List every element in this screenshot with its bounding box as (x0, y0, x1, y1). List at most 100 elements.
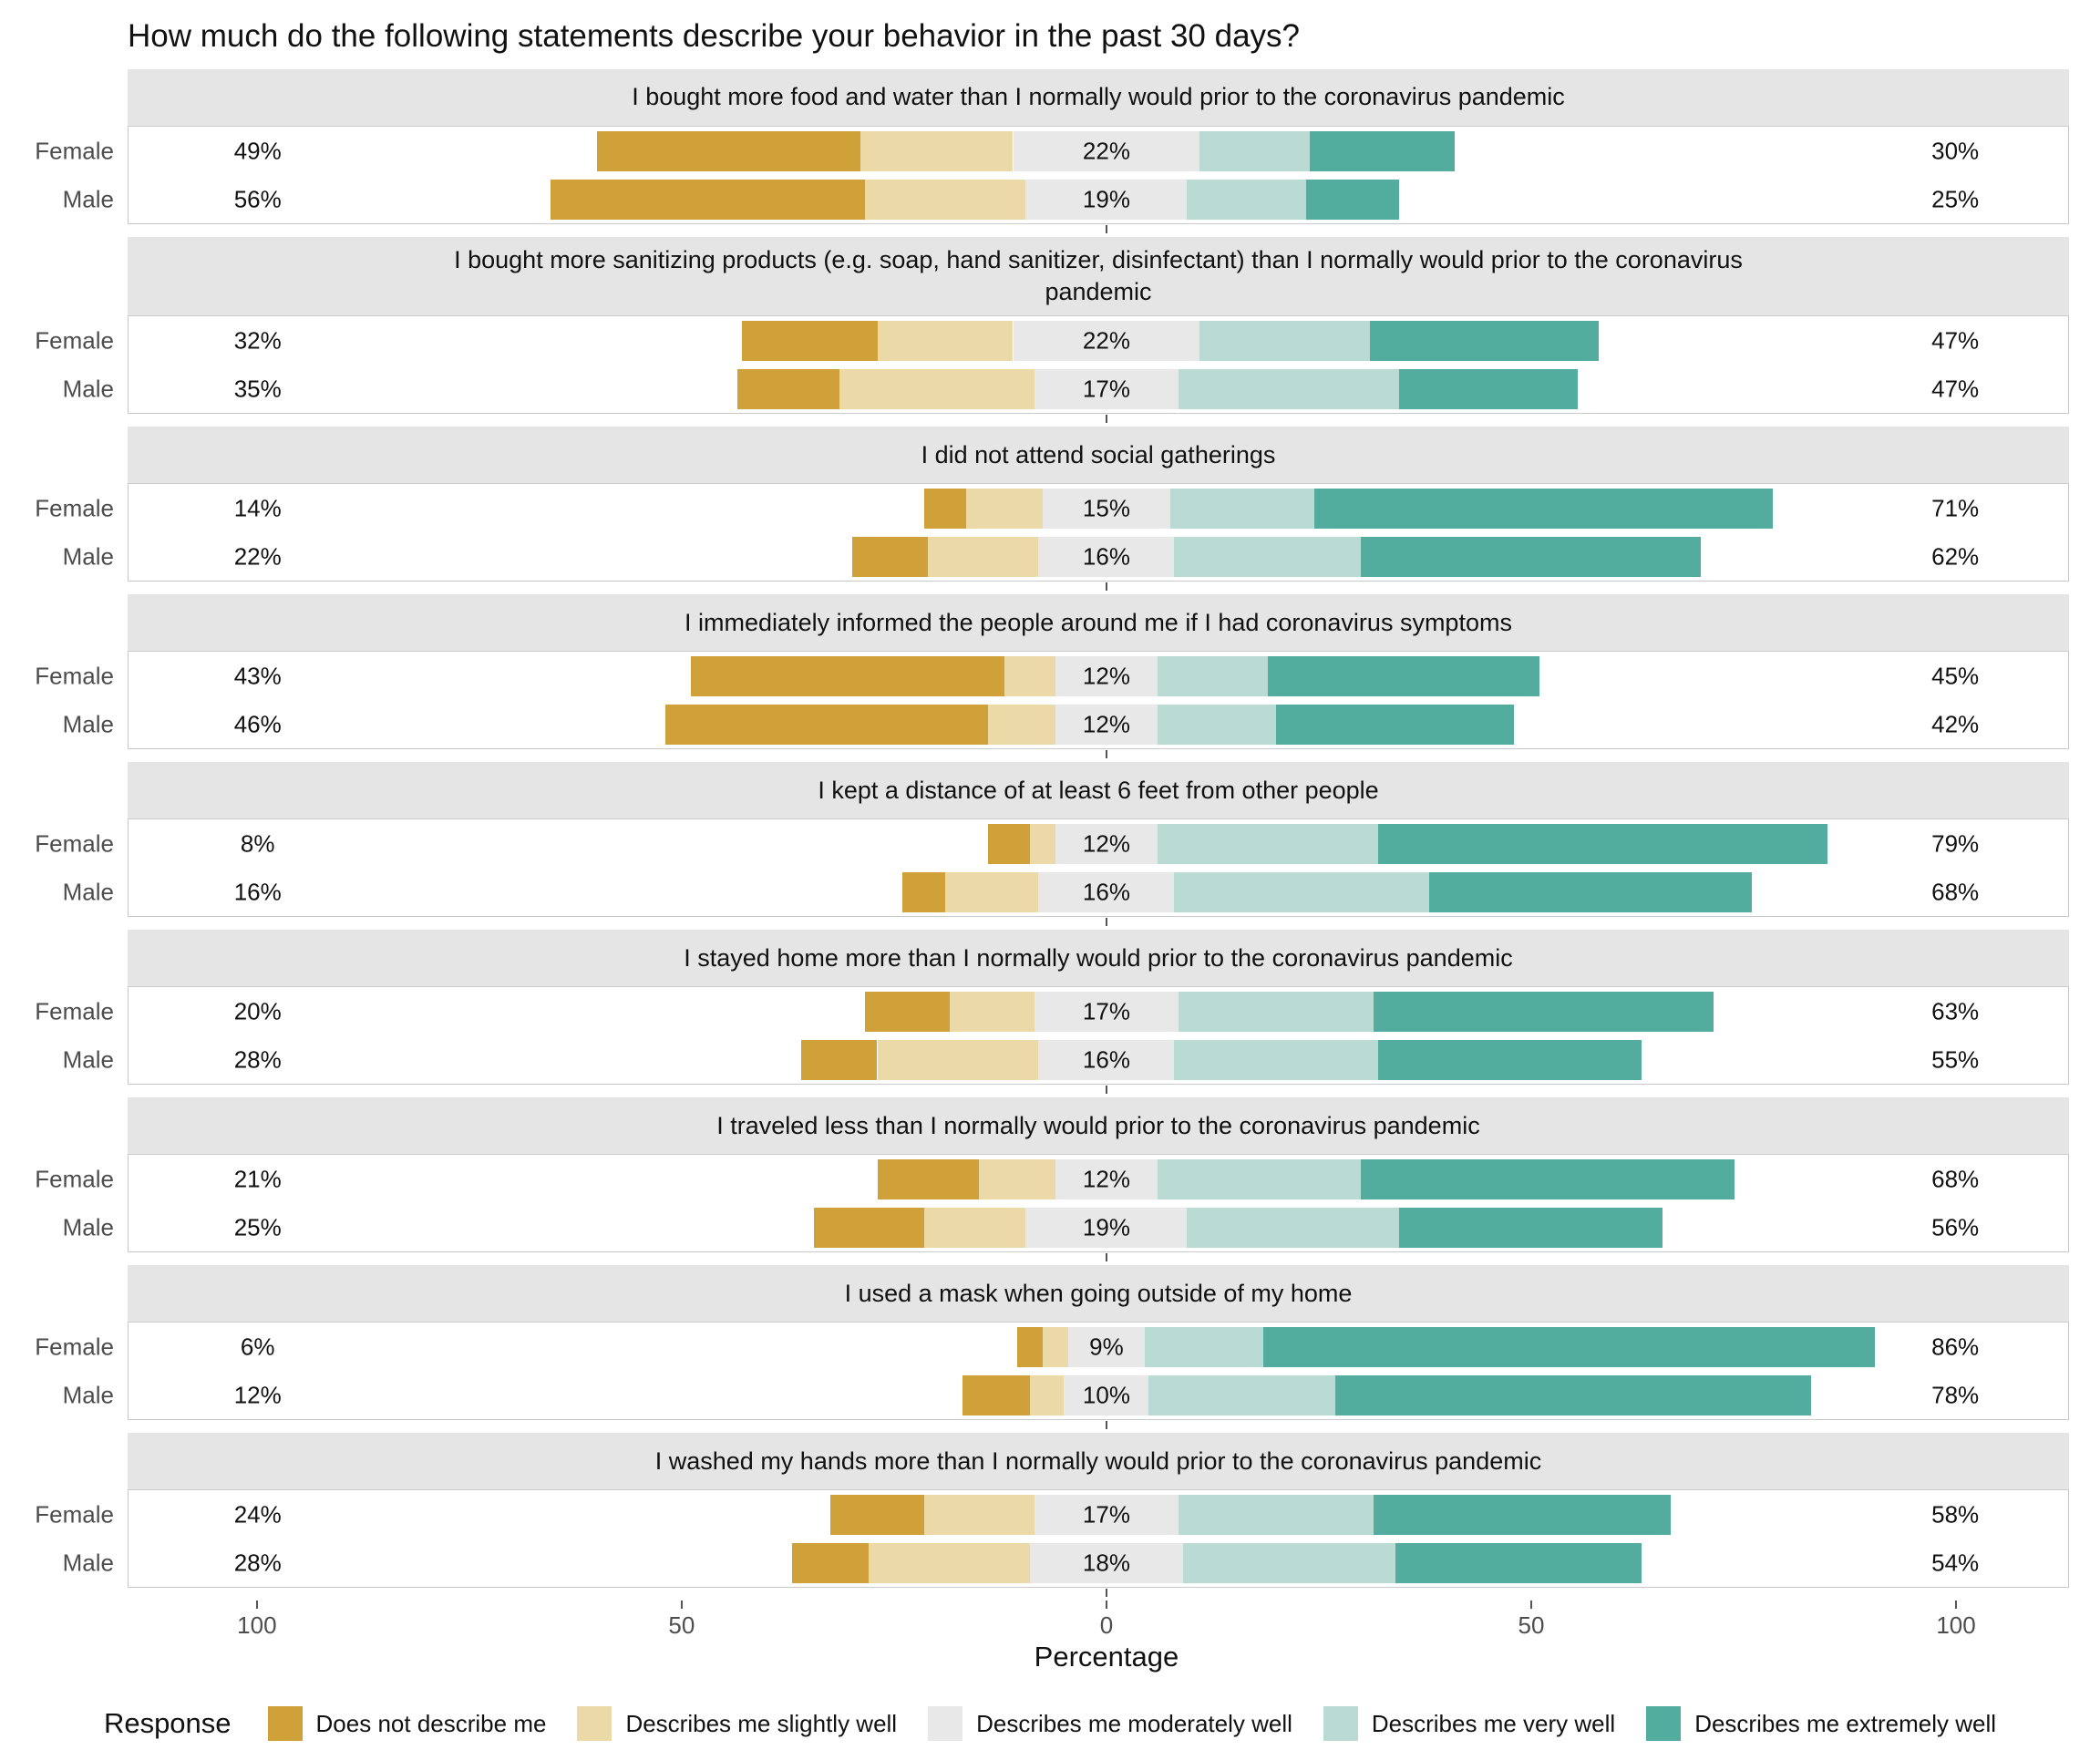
panel-plot: Female 24% 17% 58% Male 28% 18% 54% (35, 1489, 2069, 1598)
right-percent-label: 68% (1931, 878, 1980, 906)
bar-segment-describes-me-very-well (1179, 1494, 1374, 1535)
axis-tick-label: 0 (1099, 1611, 1114, 1640)
bar-segment-describes-me-extremely-well (1335, 1374, 1811, 1415)
bar-segment-describes-me-moderately-well (1038, 871, 1175, 912)
bar-segment-describes-me-moderately-well (1055, 823, 1158, 864)
chart-title: How much do the following statements des… (128, 18, 1300, 54)
axis-tick-mark (1529, 1601, 1532, 1610)
bar-segment-describes-me-very-well (1157, 655, 1268, 696)
panel-strip: I used a mask when going outside of my h… (128, 1265, 2069, 1323)
legend-item-2: Describes me slightly well (577, 1706, 897, 1742)
panel-strip: I traveled less than I normally would pr… (128, 1097, 2069, 1155)
mid-percent-label: 12% (1082, 829, 1130, 858)
row-label-male: Male (62, 710, 114, 738)
left-percent-label: 49% (233, 137, 282, 164)
mid-percent-label: 9% (1089, 1333, 1124, 1361)
right-percent-label: 56% (1931, 1213, 1980, 1241)
legend-swatch-icon (267, 1706, 303, 1742)
bar-segment-describes-me-slightly-well (860, 130, 1014, 171)
legend-item-1: Does not describe me (267, 1706, 546, 1742)
row-label-female: Female (35, 829, 114, 858)
mid-percent-label: 12% (1082, 710, 1130, 738)
row-label-female: Female (35, 1500, 114, 1529)
bar-row-female: Female 8% 12% 79% (35, 819, 2068, 868)
bar-segment-describes-me-moderately-well (1030, 1542, 1183, 1583)
bar-row-female: Female 49% 22% 30% (35, 127, 2068, 175)
right-percent-label: 79% (1931, 829, 1980, 858)
bar-segment-describes-me-moderately-well (1034, 1494, 1179, 1535)
bar-segment-describes-me-slightly-well (877, 1039, 1039, 1080)
row-label-male: Male (62, 1045, 114, 1074)
bar-segment-describes-me-extremely-well (1395, 1542, 1642, 1583)
zero-tick-mark (1105, 1253, 1107, 1262)
mid-percent-label: 19% (1082, 1213, 1130, 1241)
statement-panel-6: I stayed home more than I normally would… (35, 930, 2069, 1095)
bar-segment-describes-me-extremely-well (1361, 536, 1701, 577)
bar-row-female: Female 43% 12% 45% (35, 652, 2068, 700)
bar-segment-does-not-describe-me (1017, 1326, 1044, 1367)
bar-segment-does-not-describe-me (962, 1374, 1031, 1415)
bar-segment-describes-me-slightly-well (869, 1542, 1031, 1583)
x-axis-label: Percentage (1034, 1641, 1179, 1673)
bar-segment-describes-me-slightly-well (928, 536, 1039, 577)
bar-segment-does-not-describe-me (851, 536, 929, 577)
bar-segment-describes-me-slightly-well (877, 320, 1014, 361)
panels-container: I bought more food and water than I norm… (0, 69, 2100, 1598)
axis-tick-mark (255, 1601, 258, 1610)
panel-statement: I bought more food and water than I norm… (632, 83, 1565, 111)
bar-segment-describes-me-extremely-well (1377, 823, 1828, 864)
bar-segment-describes-me-moderately-well (1013, 130, 1200, 171)
legend-swatch-icon (1646, 1706, 1682, 1742)
bar-segment-describes-me-extremely-well (1374, 1494, 1672, 1535)
right-percent-label: 55% (1931, 1045, 1980, 1074)
bar-row-male: Male 25% 19% 56% (63, 1203, 2068, 1251)
bar-row-male: Male 12% 10% 78% (63, 1371, 2068, 1419)
bar-segment-describes-me-very-well (1187, 1207, 1400, 1248)
bar-segment-does-not-describe-me (987, 823, 1031, 864)
panel-plot: Female 21% 12% 68% Male 25% 19% 56% (35, 1154, 2069, 1262)
bar-row-male: Male 28% 16% 55% (63, 1035, 2068, 1084)
panel-plot: Female 20% 17% 63% Male 28% 16% 55% (35, 986, 2069, 1095)
left-percent-label: 21% (233, 1165, 282, 1193)
panel-statement: I did not attend social gatherings (921, 440, 1276, 468)
bar-segment-describes-me-very-well (1187, 179, 1306, 220)
left-percent-label: 25% (233, 1213, 282, 1241)
bar-segment-describes-me-very-well (1182, 1542, 1395, 1583)
panel-strip: I immediately informed the people around… (128, 594, 2069, 652)
legend-item-4: Describes me very well (1323, 1706, 1615, 1742)
statement-panel-2: I bought more sanitizing products (e.g. … (35, 237, 2069, 424)
left-percent-label: 46% (233, 710, 282, 738)
mid-percent-label: 19% (1082, 185, 1130, 212)
axis-tick-label: 50 (1518, 1611, 1545, 1640)
left-percent-label: 28% (233, 1549, 282, 1577)
mid-percent-label: 16% (1082, 1045, 1130, 1074)
statement-panel-7: I traveled less than I normally would pr… (35, 1097, 2069, 1262)
panel-plot: Female 49% 22% 30% Male 56% 19% 25% (35, 126, 2069, 233)
bar-segment-does-not-describe-me (800, 1039, 878, 1080)
bar-segment-describes-me-very-well (1144, 1326, 1264, 1367)
bar-segment-describes-me-moderately-well (1025, 1207, 1188, 1248)
left-percent-label: 24% (233, 1500, 282, 1529)
bar-row-female: Female 20% 17% 63% (35, 987, 2068, 1035)
bar-segment-describes-me-moderately-well (1055, 1158, 1158, 1199)
mid-percent-label: 12% (1082, 662, 1130, 690)
zero-tick-mark (1105, 918, 1107, 927)
bar-segment-describes-me-very-well (1199, 320, 1370, 361)
bar-segment-describes-me-moderately-well (1064, 1374, 1149, 1415)
bar-row-female: Female 14% 15% 71% (35, 484, 2068, 532)
panel-statement: I used a mask when going outside of my h… (844, 1279, 1353, 1307)
bar-row-female: Female 6% 9% 86% (35, 1323, 2068, 1371)
right-percent-label: 47% (1931, 375, 1980, 403)
bar-segment-describes-me-slightly-well (923, 1207, 1026, 1248)
zero-tick-mark (1105, 750, 1107, 759)
row-label-female: Female (35, 1333, 114, 1361)
mid-percent-label: 16% (1082, 542, 1130, 571)
row-label-male: Male (62, 375, 114, 403)
panel-strip: I did not attend social gatherings (128, 427, 2069, 484)
bar-segment-describes-me-extremely-well (1361, 1158, 1735, 1199)
bar-segment-does-not-describe-me (902, 871, 945, 912)
axis-tick-label: 50 (668, 1611, 695, 1640)
legend-item-label: Describes me moderately well (976, 1709, 1292, 1737)
zero-tick-mark (1105, 1086, 1107, 1095)
